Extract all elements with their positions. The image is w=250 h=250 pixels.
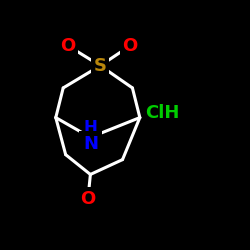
Text: O: O (122, 37, 138, 55)
Text: O: O (60, 37, 76, 55)
Text: N: N (83, 134, 98, 152)
Text: ClH: ClH (145, 104, 179, 122)
Text: H: H (84, 119, 97, 137)
Text: S: S (94, 57, 107, 75)
Text: O: O (80, 190, 96, 208)
